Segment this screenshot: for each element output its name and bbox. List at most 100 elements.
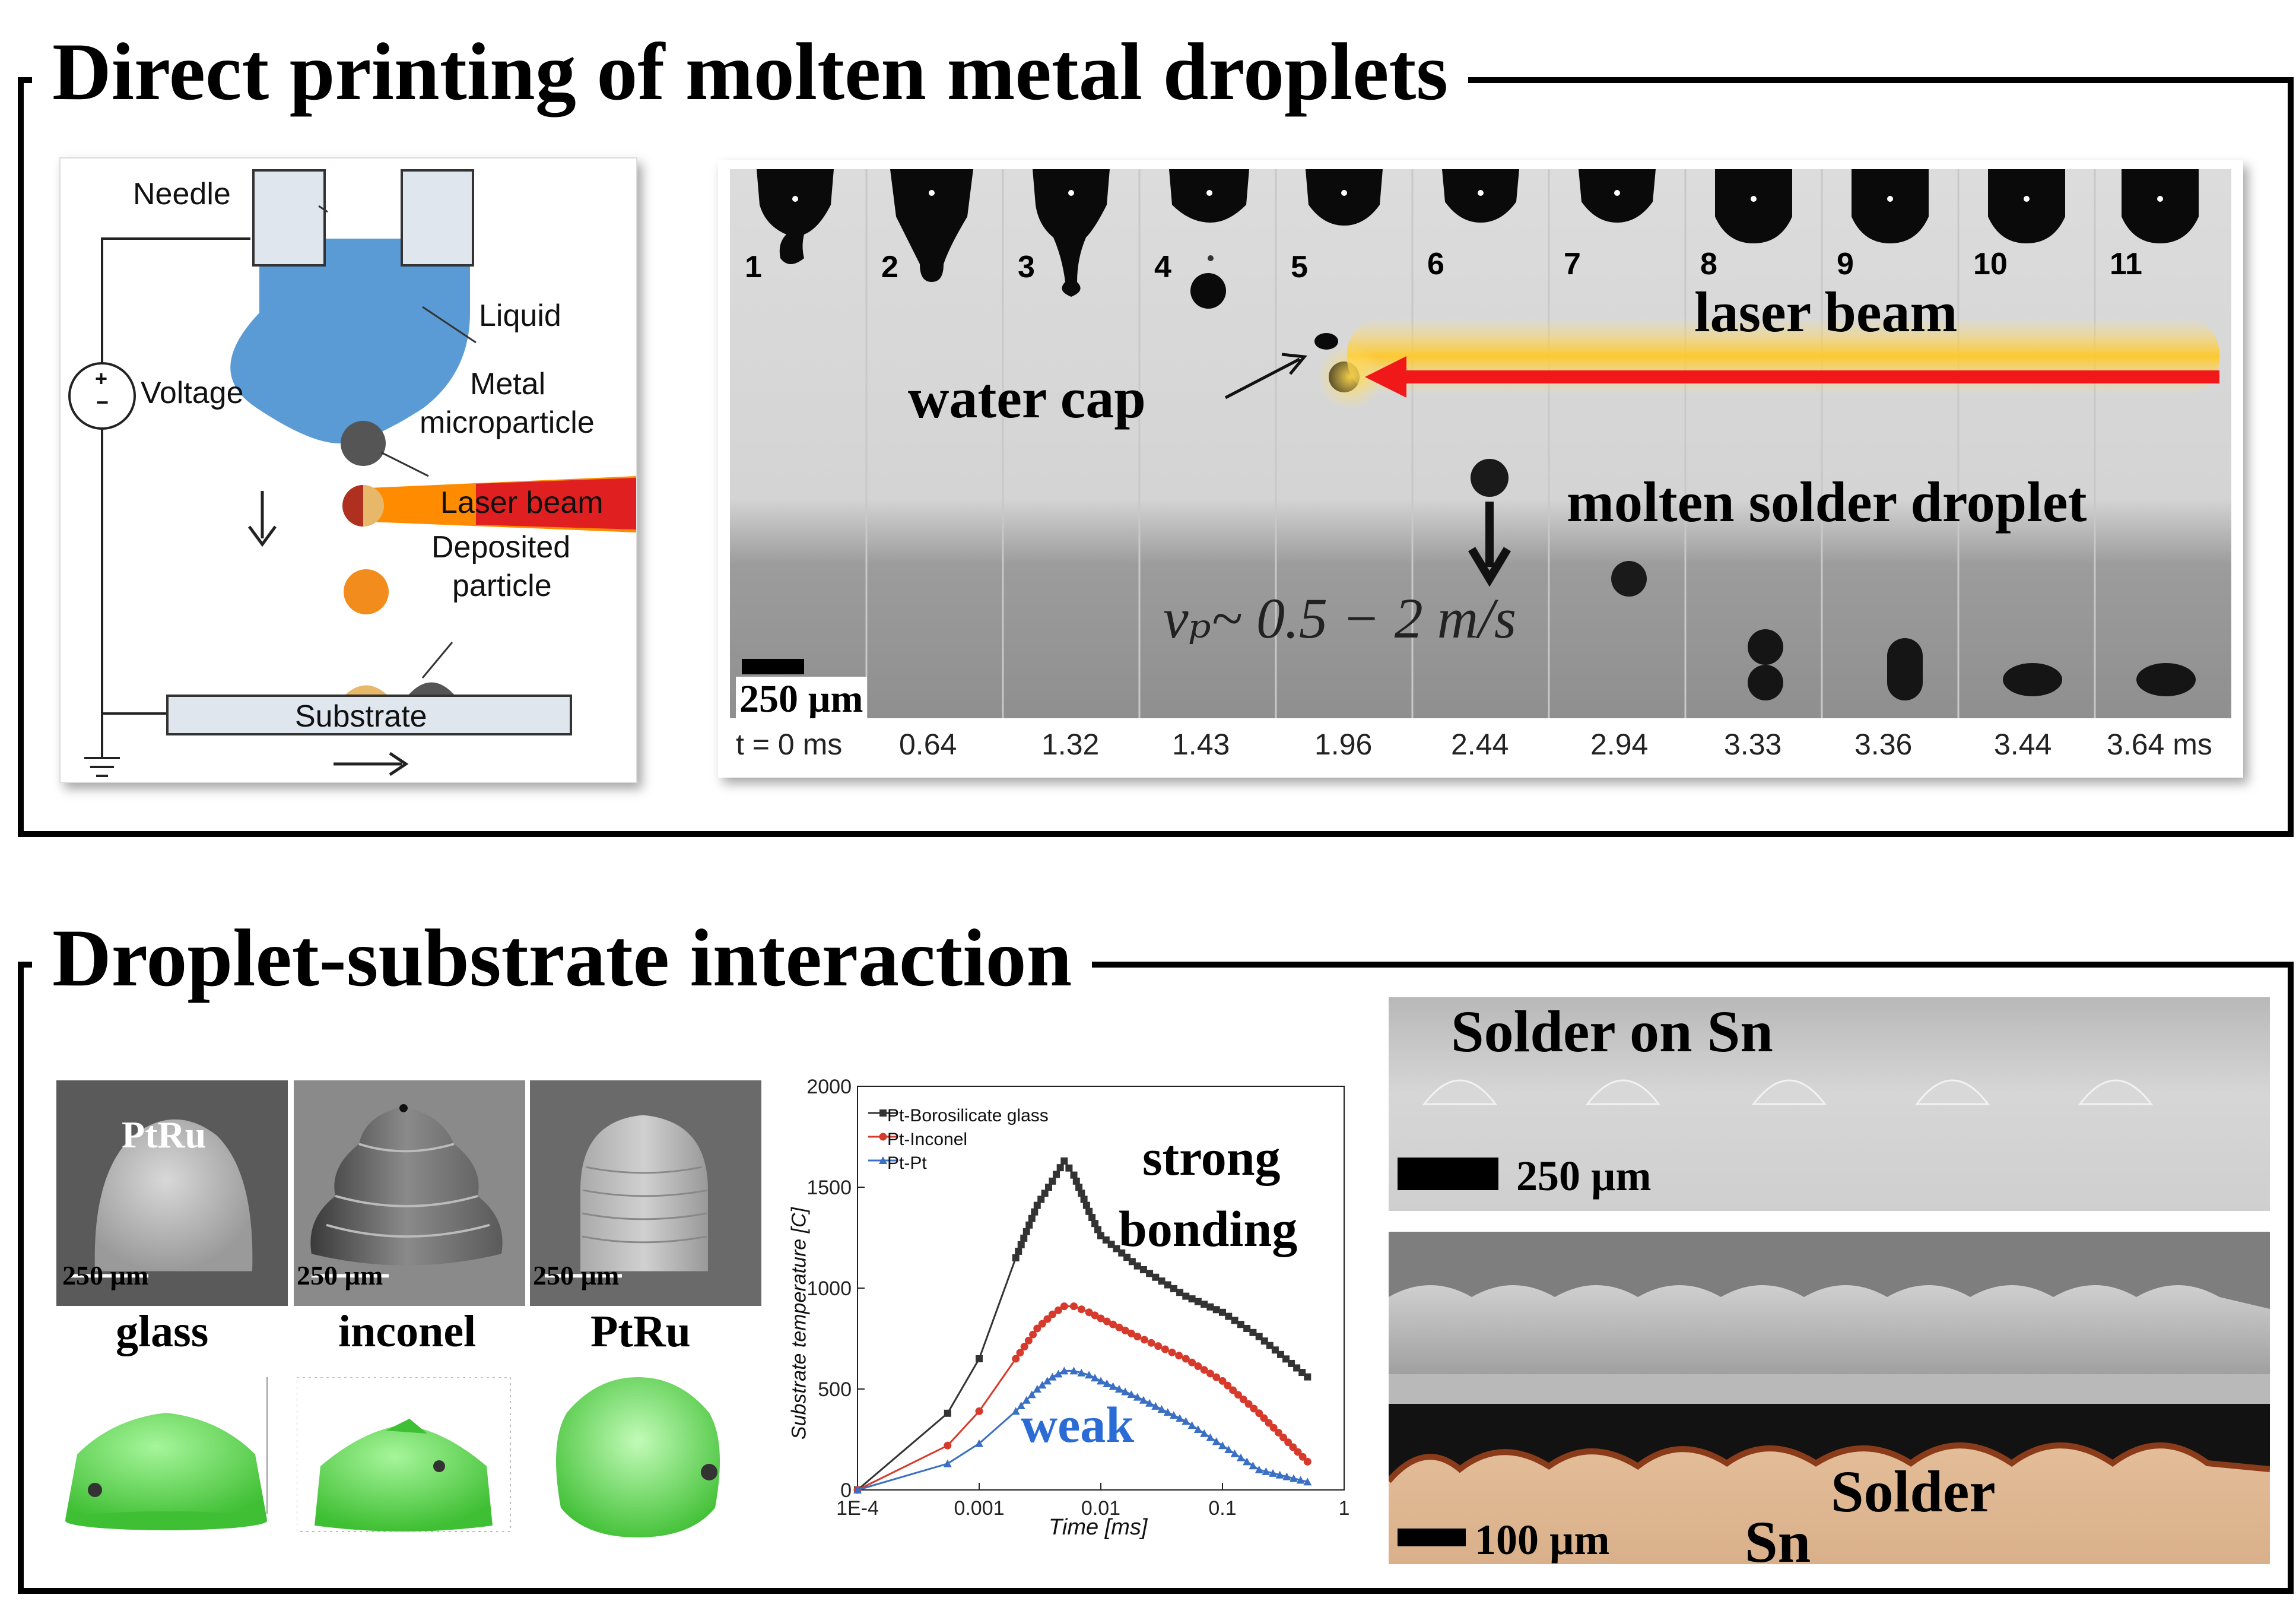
frame-number-8: 8 (1700, 247, 1717, 281)
series-point-2 (1133, 1333, 1142, 1341)
series-point-3 (975, 1439, 983, 1447)
time-label-6: 2.44 (1451, 728, 1509, 761)
series-point-1 (1266, 1342, 1274, 1349)
solder-on-sn-image: Solder on Sn 250 µm (1389, 997, 2270, 1211)
series-point-2 (1265, 1419, 1273, 1427)
series-point-3 (1296, 1476, 1305, 1484)
series-point-2 (1020, 1343, 1028, 1351)
series-point-1 (1056, 1164, 1064, 1172)
schematic-diagram (68, 169, 636, 777)
series-point-1 (1304, 1373, 1311, 1381)
series-point-3 (1163, 1408, 1172, 1416)
series-point-2 (1255, 1409, 1263, 1418)
sn-label: Sn (1745, 1509, 1811, 1564)
time-label-1: t = 0 ms (736, 728, 843, 761)
series-point-1 (1041, 1190, 1049, 1197)
series-point-3 (1182, 1417, 1190, 1425)
series-point-1 (879, 1109, 887, 1117)
series-point-3 (1127, 1390, 1136, 1399)
series-point-1 (1176, 1289, 1184, 1296)
series-point-3 (1027, 1390, 1036, 1399)
series-point-2 (1048, 1310, 1056, 1318)
series-point-2 (1109, 1320, 1117, 1328)
series-point-2 (1127, 1330, 1135, 1337)
series-point-1 (1075, 1184, 1083, 1191)
series-point-1 (1271, 1346, 1279, 1354)
series-point-3 (1269, 1469, 1278, 1477)
series-point-2 (1121, 1326, 1129, 1334)
series-point-2 (1229, 1386, 1237, 1394)
series-point-1 (1288, 1359, 1295, 1367)
series-point-2 (1103, 1317, 1111, 1326)
sem-image-ptru (530, 1080, 761, 1306)
frame-number-2: 2 (881, 250, 898, 284)
series-point-1 (1170, 1285, 1177, 1292)
series-point-2 (1070, 1302, 1078, 1311)
series-point-2 (1239, 1395, 1247, 1403)
series-point-1 (1260, 1337, 1268, 1345)
series-point-2 (944, 1441, 952, 1450)
series-point-2 (1206, 1369, 1214, 1378)
series-point-2 (975, 1407, 983, 1415)
time-label-4: 1.43 (1172, 728, 1230, 761)
legend-label-2: Pt-Inconel (887, 1130, 968, 1149)
series-point-3 (1249, 1461, 1257, 1470)
y-tick-label: 2000 (806, 1076, 852, 1098)
series-point-1 (1201, 1301, 1208, 1308)
series-point-3 (1121, 1387, 1130, 1396)
series-point-2 (1033, 1324, 1041, 1333)
frame-number-9: 9 (1837, 247, 1854, 281)
series-point-3 (1069, 1366, 1078, 1375)
series-point-3 (1200, 1429, 1209, 1437)
sequence-image: 1 2 3 4 5 6 7 8 9 10 11 laser beam water… (730, 169, 2231, 718)
section-2-title: Droplet-substrate interaction (32, 917, 1093, 999)
x-tick-label: 0.01 (1081, 1497, 1120, 1520)
series-point-2 (1012, 1355, 1020, 1363)
series-point-2 (1060, 1302, 1068, 1311)
series-point-3 (1169, 1411, 1178, 1419)
series-point-3 (1303, 1477, 1312, 1486)
sem-scale-2: 250 µm (297, 1260, 383, 1290)
series-point-2 (1279, 1434, 1287, 1442)
series-point-1 (1025, 1221, 1033, 1229)
series-point-3 (1017, 1401, 1025, 1410)
series-point-2 (1168, 1348, 1176, 1356)
series-point-2 (1029, 1330, 1037, 1339)
series-point-1 (1139, 1266, 1147, 1273)
liquid-label: Liquid (479, 299, 561, 333)
series-point-3 (1224, 1445, 1233, 1453)
y-tick-label: 1500 (806, 1177, 852, 1199)
series-point-2 (1244, 1400, 1253, 1408)
series-point-2 (1043, 1315, 1052, 1323)
deposited-label-line2: particle (452, 569, 552, 603)
voltage-minus: − (96, 390, 109, 414)
series-point-1 (1243, 1325, 1251, 1332)
series-point-2 (1154, 1342, 1163, 1350)
section-1-title: Direct printing of molten metal droplets (32, 31, 1469, 113)
time-label-5: 1.96 (1314, 728, 1373, 761)
series-point-2 (1200, 1366, 1208, 1374)
molten-droplet-label: molten solder droplet (1567, 470, 2087, 534)
sem-scale-1: 250 µm (62, 1260, 149, 1290)
series-point-3 (1151, 1401, 1160, 1410)
series-point-1 (1206, 1303, 1214, 1311)
water-cap-label: water cap (908, 366, 1146, 430)
series-point-1 (1037, 1196, 1045, 1203)
series-point-2 (1188, 1358, 1196, 1366)
series-point-3 (943, 1459, 952, 1467)
series-point-2 (1175, 1352, 1183, 1360)
series-point-1 (1080, 1196, 1088, 1203)
time-label-9: 3.36 (1854, 728, 1913, 761)
series-point-2 (1234, 1391, 1242, 1399)
sequence-panel: 1 2 3 4 5 6 7 8 9 10 11 laser beam water… (718, 160, 2243, 778)
series-point-1 (1072, 1177, 1080, 1185)
time-label-10: 3.44 (1994, 728, 2052, 761)
series-point-3 (1054, 1369, 1063, 1378)
frame-number-7: 7 (1564, 247, 1581, 281)
series-point-3 (853, 1486, 862, 1493)
series-point-2 (1212, 1373, 1221, 1381)
time-label-7: 2.94 (1590, 728, 1649, 761)
caption-ptru: PtRu (590, 1307, 691, 1356)
series-point-1 (1015, 1247, 1022, 1255)
solder-scale-bottom: 100 µm (1475, 1516, 1610, 1564)
